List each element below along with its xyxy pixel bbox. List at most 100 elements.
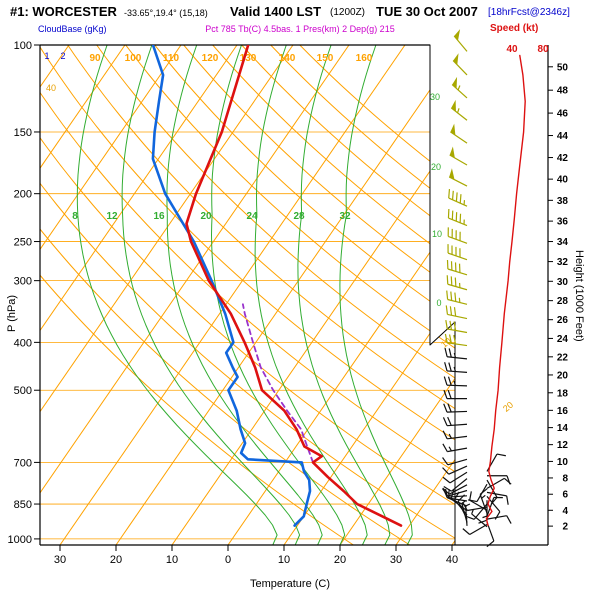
wind-barb-feather xyxy=(448,362,452,372)
isotherm-line xyxy=(283,45,455,545)
wind-barb-feather xyxy=(503,477,512,485)
edge-label: 20 xyxy=(431,162,441,172)
wind-barb-staff xyxy=(447,283,468,291)
wind-barb-staff xyxy=(467,506,488,512)
edge-label: 30 xyxy=(430,92,440,102)
dry-adiabat-line xyxy=(67,45,455,545)
wind-barb-feather xyxy=(448,189,451,199)
moist-adiabat-line xyxy=(121,45,301,545)
temp-tick-label: 0 xyxy=(225,554,231,566)
wind-barb-feather xyxy=(445,488,448,498)
wind-barb-staff xyxy=(447,423,468,427)
station-coords: -33.65°,19.4° (15,18) xyxy=(124,8,208,18)
wind-barb-staff xyxy=(447,298,468,305)
legend-cloudbase: CloudBase (gKg) xyxy=(38,24,107,34)
height-tick-label: 32 xyxy=(557,257,569,268)
height-tick-label: 6 xyxy=(562,490,568,501)
wind-barb-staff xyxy=(479,494,488,514)
wind-barb-feather xyxy=(478,519,488,524)
isotherm-line xyxy=(40,45,238,545)
wind-barb-staff xyxy=(451,478,468,492)
wind-barb-feather xyxy=(445,320,448,330)
height-tick-label: 24 xyxy=(557,334,569,345)
wind-barb-staff xyxy=(448,465,468,475)
wind-barb-staff xyxy=(447,447,468,453)
wind-barb-staff xyxy=(486,497,495,517)
wind-barb-feather xyxy=(443,403,448,413)
dry-adiabat-label: 90 xyxy=(89,53,101,64)
pressure-tick-label: 1000 xyxy=(8,534,32,546)
wind-barb-flag xyxy=(450,123,456,136)
edge-label: 10 xyxy=(432,229,442,239)
dry-adiabat-line xyxy=(212,45,455,545)
wind-barb-feather xyxy=(453,334,457,345)
height-tick-label: 44 xyxy=(557,131,569,142)
speed-tick-label: 40 xyxy=(506,44,518,55)
wind-barb-staff xyxy=(471,513,488,528)
wind-barb-feather xyxy=(447,403,452,413)
wind-barb-feather xyxy=(444,347,448,357)
height-tick-label: 16 xyxy=(557,406,569,417)
valid-time: Valid 1400 LST xyxy=(230,4,322,19)
height-tick-label: 12 xyxy=(557,440,569,451)
height-tick-label: 22 xyxy=(557,352,569,363)
wind-barb-feather xyxy=(442,467,450,475)
wind-barb-flag xyxy=(451,99,456,112)
speed-tick-label: 80 xyxy=(537,44,549,55)
height-axis-label: Height (1000 Feet) xyxy=(573,250,585,342)
wind-barb-feather xyxy=(442,457,449,466)
moist-adiabat-label: 20 xyxy=(200,211,212,222)
wind-barb-halffeather xyxy=(448,446,452,452)
wind-barb-staff xyxy=(447,458,468,466)
edge-label: 1 xyxy=(44,51,49,61)
wind-barb-feather xyxy=(496,453,506,457)
isotherm-line xyxy=(40,45,182,545)
dry-adiabat-line xyxy=(270,45,455,545)
wind-barb-halffeather xyxy=(471,509,474,515)
wind-barb-feather xyxy=(447,389,452,399)
wind-barb-feather xyxy=(447,416,452,426)
wind-barb-feather xyxy=(453,321,457,331)
height-tick-label: 2 xyxy=(562,522,568,533)
wind-barb-halffeather xyxy=(456,108,460,114)
wind-barb-feather xyxy=(450,291,453,301)
wind-barb-staff xyxy=(449,484,468,495)
wind-barb-flag xyxy=(449,146,455,159)
wind-barb-feather xyxy=(506,495,509,505)
wind-barb-feather xyxy=(442,476,451,484)
height-tick-label: 36 xyxy=(557,217,569,228)
height-tick-label: 46 xyxy=(557,109,569,120)
wind-barb-staff xyxy=(469,499,488,511)
dry-adiabat-label: 130 xyxy=(240,53,257,64)
dry-adiabat-line xyxy=(299,45,455,545)
wind-barb-flag xyxy=(454,29,461,41)
wind-barb-staff xyxy=(449,154,468,166)
height-tick-label: 40 xyxy=(557,175,569,186)
wind-barb-staff xyxy=(450,131,468,144)
wind-barb-staff xyxy=(486,477,505,489)
background-grid xyxy=(40,45,455,545)
edge-label: 10 xyxy=(439,336,453,350)
dry-adiabat-label: 160 xyxy=(356,53,373,64)
isotherm-line xyxy=(339,45,455,545)
wind-barb-staff xyxy=(447,489,468,497)
wind-barb-feather xyxy=(465,515,475,520)
pressure-tick-label: 700 xyxy=(14,457,32,469)
moist-adiabat-line xyxy=(76,45,278,545)
moist-adiabat-label: 12 xyxy=(106,211,118,222)
legend-parameters: Pct 785 Tb(C) 4.5bas. 1 Pres(km) 2 Dep(g… xyxy=(205,24,395,34)
wind-barb-column xyxy=(442,29,512,548)
height-tick-label: 10 xyxy=(557,457,569,468)
wind-barb-feather xyxy=(453,491,460,500)
wind-barb-feather xyxy=(462,528,471,535)
height-tick-label: 28 xyxy=(557,296,569,307)
moist-adiabat-label: 16 xyxy=(153,211,165,222)
wind-barb-halffeather xyxy=(482,515,488,519)
temp-tick-label: 30 xyxy=(54,554,66,566)
pressure-tick-label: 300 xyxy=(14,276,32,288)
wind-barb-feather xyxy=(449,320,453,330)
wind-barb-feather xyxy=(454,277,457,287)
dewpoint-curve xyxy=(151,45,312,527)
wind-barb-staff xyxy=(486,491,507,497)
